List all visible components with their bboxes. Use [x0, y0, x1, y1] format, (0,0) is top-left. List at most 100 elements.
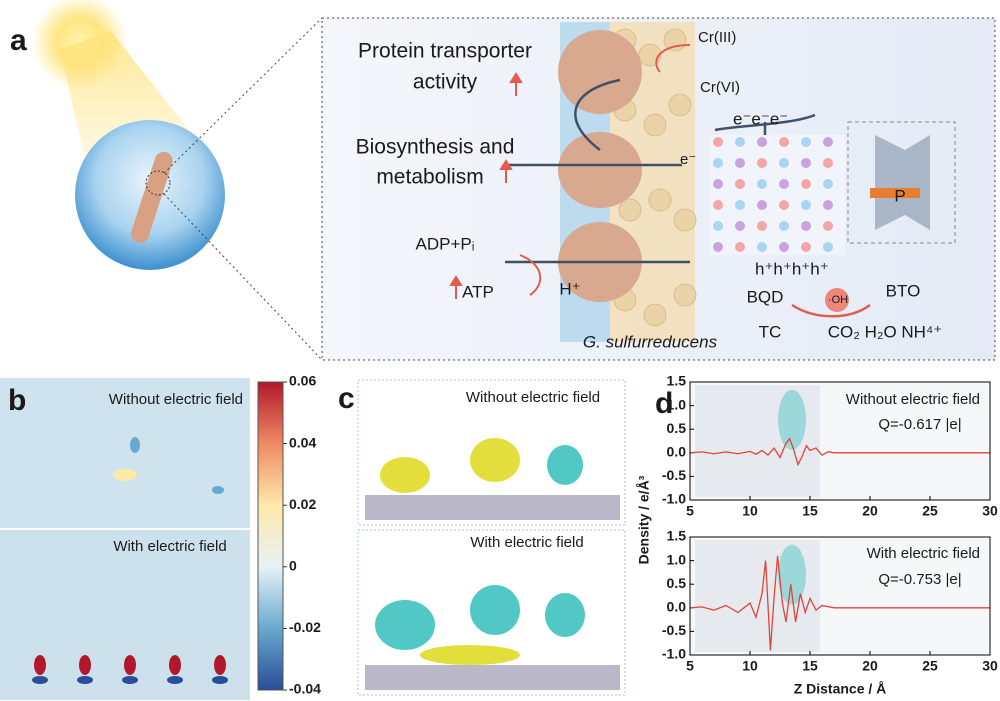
- bto-box: [847, 121, 956, 244]
- y-tick-label: 1.0: [667, 551, 687, 567]
- isosurface: [778, 389, 806, 450]
- y-tick-label: -0.5: [662, 467, 686, 483]
- bto-crystal: [875, 135, 930, 230]
- y-tick-label: 1.0: [667, 396, 687, 412]
- lattice-atom: [823, 221, 833, 231]
- x-tick-label: 25: [922, 503, 938, 519]
- structure-title: With electric field: [470, 534, 583, 551]
- zoom-circle: [145, 170, 171, 196]
- indicator-arrows: [449, 44, 691, 299]
- label: P: [894, 186, 905, 205]
- lattice-atom: [801, 158, 811, 168]
- label: ADP+Pᵢ: [416, 234, 475, 253]
- label: G. sulfurreducens: [583, 332, 718, 351]
- x-tick-label: 20: [862, 658, 878, 674]
- membrane: [558, 22, 697, 342]
- map-title: With electric field: [113, 538, 226, 555]
- lattice-atom: [757, 137, 767, 147]
- isosurfaces: [365, 438, 620, 690]
- x-tick-label: 10: [742, 658, 758, 674]
- isosurface: [778, 544, 806, 605]
- lattice-atom: [713, 221, 723, 231]
- density-line: [689, 555, 990, 651]
- density-line: [689, 437, 990, 467]
- lattice-atom: [713, 179, 723, 189]
- y-tick-label: 0.0: [667, 444, 687, 460]
- lattice-atom: [757, 179, 767, 189]
- zoom-line: [163, 17, 323, 174]
- lattice-atom: [713, 242, 723, 252]
- x-tick-label: 10: [742, 503, 758, 519]
- lattice-atom: [779, 200, 789, 210]
- map-title: Without electric field: [109, 391, 243, 408]
- lattice-atom: [801, 137, 811, 147]
- lattice-atom: [823, 137, 833, 147]
- y-tick-label: 0.5: [667, 575, 687, 591]
- x-tick-label: 25: [922, 658, 938, 674]
- lattice-atom: [757, 158, 767, 168]
- colorbar-tick-label: -0.02: [289, 619, 321, 635]
- lattice-atom: [735, 158, 745, 168]
- x-tick-label: 5: [686, 503, 694, 519]
- lattice-atom: [779, 158, 789, 168]
- bacterium: [130, 151, 173, 244]
- label: Cr(VI): [700, 79, 740, 96]
- colorbar-tick-label: 0.06: [289, 373, 316, 389]
- lattice-atom: [757, 221, 767, 231]
- panel-label: b: [8, 384, 26, 417]
- lattice-atom: [801, 179, 811, 189]
- label: e⁻: [680, 151, 696, 168]
- x-tick-label: 30: [982, 503, 998, 519]
- annotation: Q=-0.617 |e|: [878, 416, 961, 433]
- y-tick-label: -0.5: [662, 622, 686, 638]
- y-tick-label: 1.5: [667, 528, 687, 544]
- density-blobs: [32, 437, 228, 684]
- label: ATP: [462, 282, 494, 301]
- label: metabolism: [376, 166, 483, 189]
- label: activity: [413, 71, 478, 94]
- label: Protein transporter: [358, 40, 532, 63]
- reaction-arrow: [791, 303, 871, 318]
- panel-label: d: [655, 387, 673, 420]
- colorbar-tick-label: 0.02: [289, 496, 316, 512]
- annotation: With electric field: [867, 545, 980, 562]
- label: Biosynthesis and: [356, 136, 515, 159]
- label: e⁻e⁻e⁻: [733, 109, 788, 128]
- plot-frame: [689, 536, 991, 656]
- annotation: Without electric field: [846, 391, 980, 408]
- x-tick-label: 20: [862, 503, 878, 519]
- lattice-atom: [735, 179, 745, 189]
- lattice-atom: [801, 242, 811, 252]
- y-axis-label: Density / e/Å³: [636, 475, 652, 564]
- lattice-atom: [823, 158, 833, 168]
- y-tick-label: -1.0: [662, 491, 686, 507]
- zoom-line: [163, 193, 323, 361]
- lattice-atom: [735, 200, 745, 210]
- lattice-atom: [801, 221, 811, 231]
- panel-label: a: [10, 24, 27, 57]
- panel-label: c: [338, 382, 355, 415]
- annotation: Q=-0.753 |e|: [878, 571, 961, 588]
- colorbar-tick-label: 0: [289, 558, 297, 574]
- colorbar: [257, 381, 284, 691]
- label: CO₂ H₂O NH⁴⁺: [828, 322, 942, 341]
- lattice-atom: [713, 200, 723, 210]
- lattice-atom: [735, 137, 745, 147]
- lattice-atom: [713, 158, 723, 168]
- map-top: [0, 378, 250, 528]
- label: ·OH: [828, 294, 848, 306]
- label: Cr(III): [698, 29, 736, 46]
- lattice-atom: [779, 242, 789, 252]
- radical-dot: [825, 288, 849, 312]
- x-tick-label: 30: [982, 658, 998, 674]
- lattice-atom: [757, 200, 767, 210]
- lattice-atom: [757, 242, 767, 252]
- label: BTO: [886, 281, 921, 300]
- lattice-atom: [735, 242, 745, 252]
- x-tick-label: 5: [686, 658, 694, 674]
- map-bottom: [0, 530, 250, 700]
- lattice-atom: [735, 221, 745, 231]
- lattice-atom: [823, 242, 833, 252]
- x-axis-label: Z Distance / Å: [794, 681, 887, 697]
